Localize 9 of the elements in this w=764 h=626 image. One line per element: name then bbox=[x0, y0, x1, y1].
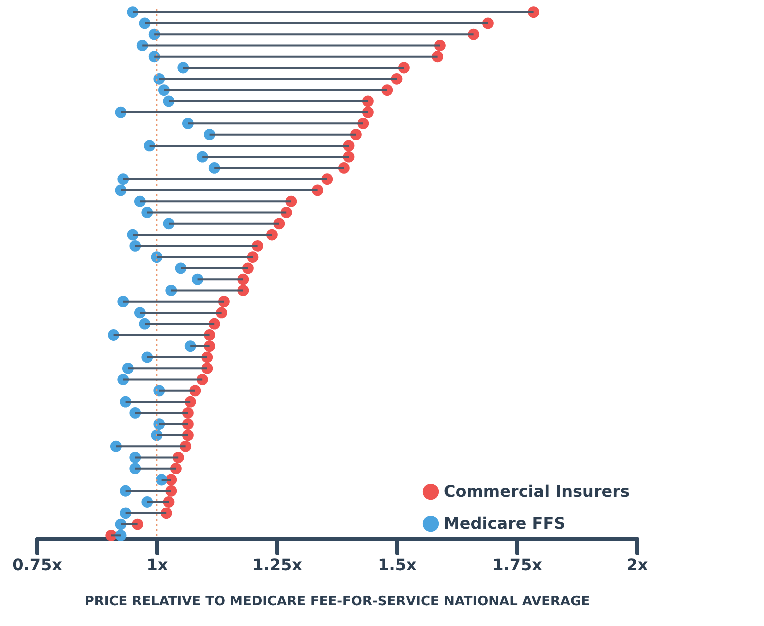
x-tick-label: 0.75x bbox=[12, 556, 64, 574]
x-tick-label: 1.25x bbox=[252, 556, 304, 574]
legend-label: Commercial Insurers bbox=[444, 482, 630, 501]
x-tick-label: 1x bbox=[146, 556, 169, 574]
x-tick-label: 1.75x bbox=[492, 556, 544, 574]
x-axis-title: PRICE RELATIVE TO MEDICARE FEE-FOR-SERVICE NATIONAL AVERAGE bbox=[84, 594, 590, 610]
x-tick-label: 1.5x bbox=[378, 556, 418, 574]
legend-label: Medicare FFS bbox=[444, 514, 566, 533]
x-tick-label: 2x bbox=[626, 556, 649, 574]
